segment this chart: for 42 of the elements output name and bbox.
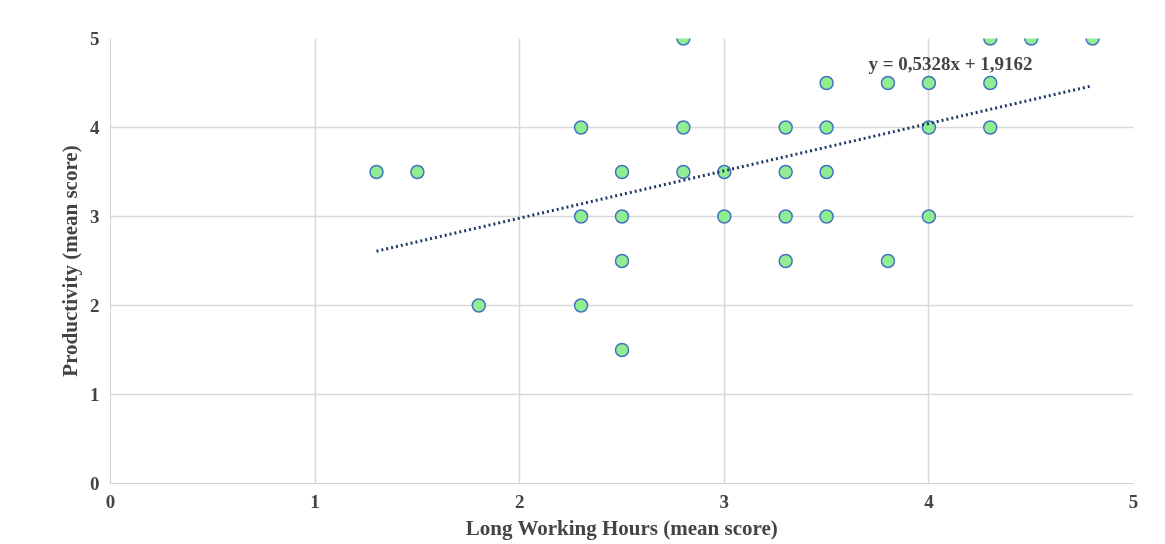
point: [573, 298, 589, 313]
y-tick-label: 1: [90, 384, 100, 405]
x-axis-title: Long Working Hours (mean score): [465, 515, 778, 540]
point: [880, 75, 896, 91]
point: [819, 120, 834, 135]
point: [573, 209, 589, 224]
point: [921, 75, 937, 91]
point: [778, 253, 793, 269]
y-tick-label: 3: [90, 206, 100, 227]
annotation: y = 0,5328x + 1,9162: [868, 53, 1033, 74]
point: [614, 209, 630, 224]
y-tick-label: 2: [90, 295, 100, 316]
x-tick-label: 1: [310, 490, 320, 512]
point: [921, 209, 937, 224]
x-tick-label: 2: [514, 490, 525, 512]
x-tick-label: 4: [924, 490, 935, 512]
point: [573, 120, 589, 135]
point: [369, 164, 384, 180]
point: [983, 120, 998, 135]
y-tick-label: 4: [90, 117, 100, 138]
point: [778, 120, 793, 135]
point: [819, 209, 834, 224]
point: [471, 298, 487, 313]
x-tick-label: 0: [105, 490, 116, 512]
point: [819, 75, 834, 91]
x-tick-label: 5: [1128, 490, 1139, 512]
y-tick-label: 0: [90, 473, 100, 494]
point: [778, 209, 793, 224]
y-axis-title: Productivity (mean score): [58, 145, 82, 377]
point: [676, 120, 691, 135]
point: [410, 164, 425, 180]
point: [819, 164, 834, 180]
point: [614, 164, 630, 180]
point: [614, 342, 630, 358]
point: [717, 209, 732, 224]
y-tick-label: 5: [90, 28, 100, 49]
point: [676, 164, 691, 180]
x-tick-label: 3: [719, 490, 730, 512]
point: [778, 164, 793, 180]
point: [614, 253, 630, 269]
point: [983, 75, 998, 91]
point: [880, 253, 896, 269]
